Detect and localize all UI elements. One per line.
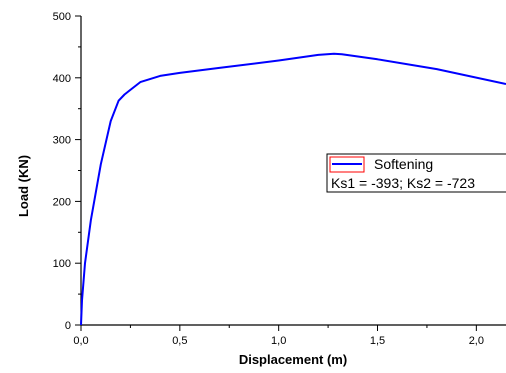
series-layer xyxy=(80,52,506,326)
x-axis-title: Displacement (m) xyxy=(239,352,347,367)
y-axis-title: Load (KN) xyxy=(16,155,31,217)
x-tick-label: 1,5 xyxy=(370,335,385,347)
x-tick-label: 0,5 xyxy=(172,335,187,347)
legend-box xyxy=(326,153,506,193)
x-tick-label: 2,0 xyxy=(469,335,484,347)
y-tick-label: 400 xyxy=(53,73,71,85)
y-tick-label: 300 xyxy=(53,135,71,147)
series-line-softening xyxy=(80,52,506,326)
y-tick-label: 500 xyxy=(53,11,71,23)
legend-symbol-frame xyxy=(329,156,365,173)
legend-label-ks: Ks1 = -393; Ks2 = -723 xyxy=(331,175,475,191)
legend-label-softening: Softening xyxy=(374,156,433,172)
ticks: 0 100 200 300 400 500 0,0 0,5 1,0 1,5 2,0 xyxy=(53,11,484,347)
legend: Softening Ks1 = -393; Ks2 = -723 xyxy=(326,153,506,193)
y-tick-label: 0 xyxy=(65,320,71,332)
x-tick-label: 0,0 xyxy=(73,335,88,347)
y-tick-label: 200 xyxy=(53,196,71,208)
x-tick-label: 1,0 xyxy=(271,335,286,347)
y-tick-label: 100 xyxy=(53,258,71,270)
